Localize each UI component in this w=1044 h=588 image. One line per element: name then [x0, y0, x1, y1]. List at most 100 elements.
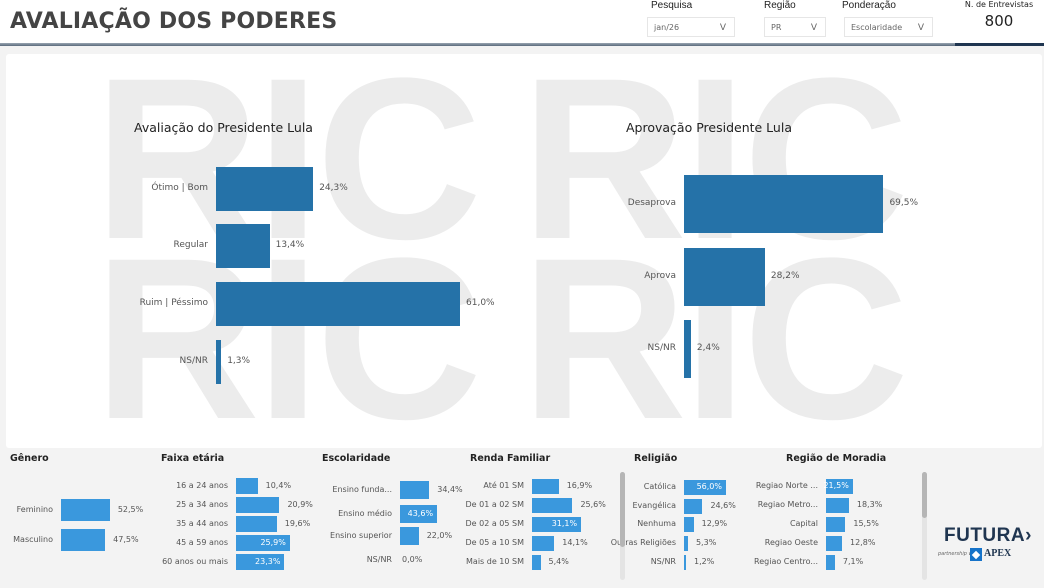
- segment-bar[interactable]: [826, 516, 846, 532]
- bar[interactable]: [684, 320, 691, 378]
- dropdown-value: jan/26: [654, 23, 680, 32]
- segment-bar[interactable]: [684, 516, 694, 532]
- segment-value: 5,3%: [695, 538, 717, 547]
- segment-label: Até 01 SM: [483, 481, 524, 490]
- scrollbar-thumb[interactable]: [922, 472, 927, 518]
- segment-bar[interactable]: [684, 479, 726, 495]
- segment-value: 14,1%: [562, 538, 588, 547]
- segment-title: Renda Familiar: [470, 453, 551, 464]
- chevron-down-icon: V: [719, 23, 726, 33]
- filter-ponderacao: Ponderação Escolaridade V: [842, 0, 933, 37]
- segment-bar[interactable]: [684, 554, 686, 570]
- dropdown-value: PR: [771, 23, 782, 32]
- segment-label: De 01 a 02 SM: [465, 500, 525, 509]
- bar[interactable]: [216, 224, 270, 268]
- interviews-count: 800: [984, 12, 1014, 30]
- header-divider-accent: [955, 43, 1044, 46]
- segment-label: Nenhuma: [637, 519, 676, 528]
- segment-value: 16,9%: [566, 481, 593, 490]
- segment-label: Evangélica: [632, 501, 676, 510]
- segment-label: Ensino superior: [330, 531, 392, 540]
- segment-label: Feminino: [16, 505, 53, 514]
- segment-bar[interactable]: [400, 481, 430, 499]
- interviews-card: N. de Entrevistas 800: [960, 0, 1038, 30]
- watermark: RIC: [94, 54, 482, 274]
- main-panel: RIC RIC RIC RIC Avaliação do Presidente …: [6, 54, 1042, 448]
- segment-value: 0,0%: [402, 555, 423, 564]
- bar-value: 2,4%: [696, 343, 720, 353]
- segment-bar[interactable]: [826, 535, 842, 551]
- segment-bar[interactable]: [826, 478, 853, 494]
- chart-title-aprovacao: Aprovação Presidente Lula: [626, 120, 792, 135]
- segment-bar[interactable]: [532, 535, 555, 551]
- segment-label: Católica: [643, 482, 676, 491]
- segment-value: 7,1%: [842, 557, 864, 566]
- segment-label: Regiao Centro...: [754, 557, 818, 566]
- segment-bar[interactable]: [236, 497, 280, 513]
- page-title: AVALIAÇÃO DOS PODERES: [10, 9, 338, 34]
- segment-bar[interactable]: [532, 516, 582, 532]
- segment-label: NS/NR: [366, 555, 392, 564]
- segment-label: De 02 a 05 SM: [465, 519, 525, 528]
- logo-text: FUTURA: [944, 525, 1026, 546]
- segment-bar[interactable]: [684, 498, 703, 514]
- segment-label: 45 a 59 anos: [176, 538, 228, 547]
- bar[interactable]: [216, 167, 314, 211]
- bar-label: NS/NR: [647, 343, 676, 353]
- filter-label: Região: [764, 0, 796, 11]
- chart-title-avaliacao: Avaliação do Presidente Lula: [134, 120, 313, 135]
- segment-value: 15,5%: [853, 519, 879, 528]
- segment-bar[interactable]: [236, 478, 258, 494]
- watermark: RIC: [521, 54, 909, 287]
- segment-value: 5,4%: [548, 557, 569, 566]
- bar[interactable]: [216, 340, 222, 384]
- segment-bar[interactable]: [826, 497, 849, 513]
- segment-bar[interactable]: [532, 554, 541, 570]
- segment-value: 1,2%: [694, 557, 715, 566]
- segment-label: Ensino médio: [338, 509, 392, 518]
- segment-value: 20,9%: [287, 500, 313, 509]
- apex-logo: APEX: [984, 548, 1012, 559]
- bar-label: Aprova: [644, 271, 676, 281]
- segment-bar[interactable]: [400, 527, 419, 545]
- segment-bar[interactable]: [400, 505, 438, 523]
- renda-scrollbar[interactable]: [620, 472, 625, 580]
- scrollbar-thumb[interactable]: [620, 472, 625, 547]
- segment-bar[interactable]: [532, 497, 573, 513]
- bar-value: 13,4%: [275, 240, 305, 250]
- bar-value: 61,0%: [466, 298, 495, 308]
- watermark: RIC: [94, 210, 482, 449]
- filter-regiao: Região PR V: [764, 0, 826, 37]
- segment-bar[interactable]: [236, 535, 290, 551]
- segment-bar[interactable]: [826, 554, 835, 570]
- segment-bar[interactable]: [61, 499, 110, 521]
- segment-label: Capital: [789, 519, 818, 528]
- segment-value: 23,3%: [255, 557, 281, 566]
- bar-value: 28,2%: [770, 271, 800, 281]
- regiao-dropdown[interactable]: PR V: [764, 17, 826, 37]
- segment-label: NS/NR: [650, 557, 676, 566]
- filter-pesquisa: Pesquisa jan/26 V: [647, 0, 735, 37]
- bar[interactable]: [684, 175, 884, 233]
- bar-value: 69,5%: [889, 198, 919, 208]
- bar[interactable]: [216, 282, 460, 326]
- segment-bar[interactable]: [532, 478, 559, 494]
- bar[interactable]: [684, 248, 765, 306]
- regiao-scrollbar[interactable]: [922, 472, 927, 580]
- segment-label: Mais de 10 SM: [466, 557, 524, 566]
- segment-value: 18,3%: [856, 500, 883, 509]
- segment-bar[interactable]: [61, 529, 106, 551]
- filter-label: Pesquisa: [651, 0, 693, 11]
- pesquisa-dropdown[interactable]: jan/26 V: [647, 17, 735, 37]
- ponderacao-dropdown[interactable]: Escolaridade V: [844, 17, 933, 37]
- segment-label: Outras Religiões: [610, 538, 676, 547]
- segment-label: 16 a 24 anos: [176, 481, 228, 490]
- bar-label: Ruim | Péssimo: [139, 298, 208, 308]
- segment-title: Região de Moradia: [786, 453, 887, 464]
- segment-value: 56,0%: [696, 482, 722, 491]
- segment-bar[interactable]: [684, 535, 688, 551]
- interviews-label: N. de Entrevistas: [964, 0, 1034, 9]
- segment-label: Masculino: [13, 535, 53, 544]
- segment-bar[interactable]: [236, 516, 277, 532]
- segment-bar[interactable]: [236, 554, 285, 570]
